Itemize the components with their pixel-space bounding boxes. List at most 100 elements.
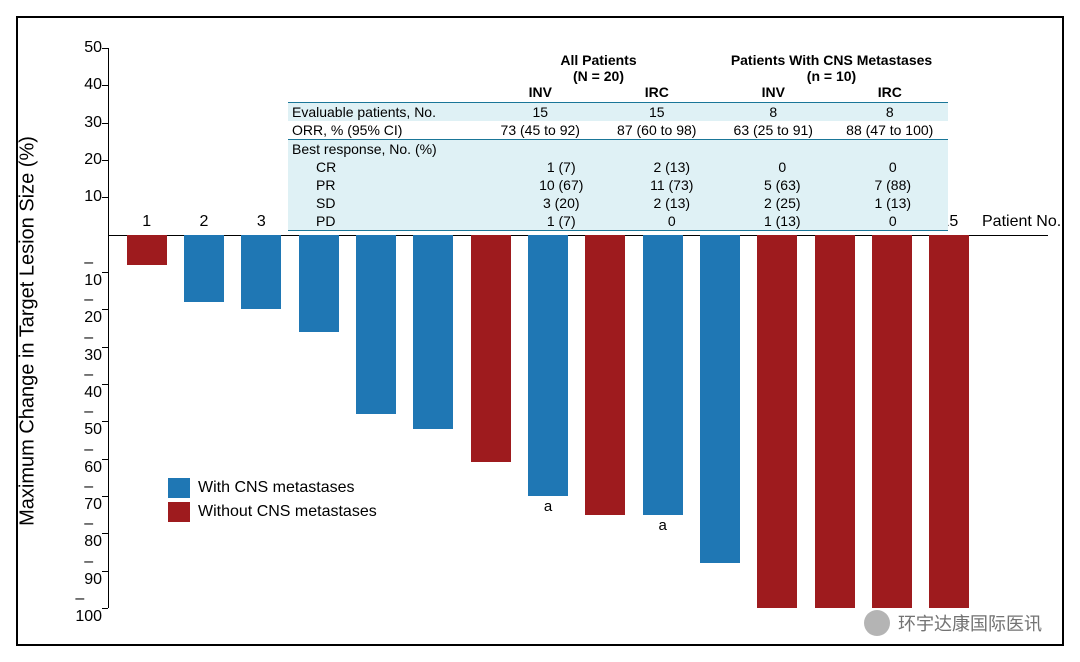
legend-item: With CNS metastases bbox=[168, 478, 377, 498]
table-header-group: All Patients(N = 20) bbox=[482, 52, 715, 84]
table-cell: 3 (20) bbox=[506, 195, 617, 211]
y-tick-mark bbox=[102, 197, 108, 198]
bar-annotation: a bbox=[658, 517, 666, 534]
bar bbox=[872, 235, 912, 608]
y-tick-label: 40 bbox=[84, 76, 102, 94]
y-tick-label: –50 bbox=[84, 403, 102, 439]
watermark-text: 环宇达康国际医讯 bbox=[898, 610, 1042, 636]
y-tick-mark bbox=[102, 347, 108, 348]
table-row: SD3 (20)2 (13)2 (25)1 (13) bbox=[288, 194, 948, 212]
table-row-label: PD bbox=[288, 213, 506, 229]
table-cell: 15 bbox=[482, 104, 599, 120]
patient-number: 3 bbox=[257, 213, 266, 231]
table-cell: 1 (7) bbox=[506, 213, 617, 229]
y-tick-mark bbox=[102, 608, 108, 609]
table-cell: 5 (63) bbox=[727, 177, 838, 193]
bar bbox=[643, 235, 683, 515]
y-tick-mark bbox=[102, 496, 108, 497]
table-cell: 0 bbox=[838, 159, 949, 175]
table-cell: 7 (88) bbox=[838, 177, 949, 193]
y-tick-label: –30 bbox=[84, 329, 102, 365]
y-tick-label: –80 bbox=[84, 515, 102, 551]
y-tick-mark bbox=[102, 421, 108, 422]
table-row: PR10 (67)11 (73)5 (63)7 (88) bbox=[288, 176, 948, 194]
bar bbox=[127, 235, 167, 265]
table-cell: 1 (13) bbox=[838, 195, 949, 211]
y-tick-label: 50 bbox=[84, 39, 102, 57]
bar bbox=[528, 235, 568, 496]
table-cell bbox=[599, 141, 716, 157]
y-tick-mark bbox=[102, 384, 108, 385]
bar bbox=[700, 235, 740, 564]
table-cell: 73 (45 to 92) bbox=[482, 122, 599, 138]
bar bbox=[413, 235, 453, 429]
table-cell: 2 (13) bbox=[617, 195, 728, 211]
table-divider bbox=[288, 230, 948, 231]
y-axis bbox=[108, 48, 109, 608]
bar-annotation: a bbox=[544, 498, 552, 515]
table-subheader: INV bbox=[715, 84, 832, 100]
table-cell: 11 (73) bbox=[617, 177, 728, 193]
table-row: CR1 (7)2 (13)00 bbox=[288, 158, 948, 176]
patient-number: 2 bbox=[200, 213, 209, 231]
y-tick-label: –70 bbox=[84, 478, 102, 514]
table-subheader-row: INVIRCINVIRC bbox=[288, 84, 948, 103]
table-cell: 8 bbox=[715, 104, 832, 120]
y-axis-label: Maximum Change in Target Lesion Size (%) bbox=[17, 136, 40, 526]
y-tick-mark bbox=[102, 571, 108, 572]
table-row-label: ORR, % (95% CI) bbox=[288, 122, 482, 138]
bar bbox=[184, 235, 224, 302]
table-cell: 8 bbox=[832, 104, 949, 120]
y-tick-mark bbox=[102, 123, 108, 124]
watermark-icon bbox=[864, 610, 890, 636]
bar bbox=[815, 235, 855, 608]
legend-label: With CNS metastases bbox=[198, 479, 354, 497]
y-tick-mark bbox=[102, 160, 108, 161]
table-row-label: Evaluable patients, No. bbox=[288, 104, 482, 120]
watermark: 环宇达康国际医讯 bbox=[864, 610, 1042, 636]
table-cell: 1 (13) bbox=[727, 213, 838, 229]
y-tick-label: 10 bbox=[84, 188, 102, 206]
table-row-label: PR bbox=[288, 177, 506, 193]
table-cell: 2 (13) bbox=[617, 159, 728, 175]
legend-label: Without CNS metastases bbox=[198, 503, 377, 521]
table-cell: 87 (60 to 98) bbox=[599, 122, 716, 138]
table-row: ORR, % (95% CI)73 (45 to 92)87 (60 to 98… bbox=[288, 121, 948, 139]
table-row-label: Best response, No. (%) bbox=[288, 141, 482, 157]
y-tick-label: 30 bbox=[84, 114, 102, 132]
y-tick-mark bbox=[102, 533, 108, 534]
summary-table: All Patients(N = 20)Patients With CNS Me… bbox=[288, 52, 948, 231]
legend-swatch bbox=[168, 502, 190, 522]
bar bbox=[356, 235, 396, 414]
legend-swatch bbox=[168, 478, 190, 498]
y-tick-label: –40 bbox=[84, 366, 102, 402]
table-row-label: CR bbox=[288, 159, 506, 175]
y-tick-label: –10 bbox=[84, 254, 102, 290]
legend-item: Without CNS metastases bbox=[168, 502, 377, 522]
y-tick-mark bbox=[102, 309, 108, 310]
table-cell bbox=[482, 141, 599, 157]
y-tick-mark bbox=[102, 48, 108, 49]
table-cell: 0 bbox=[617, 213, 728, 229]
bar bbox=[241, 235, 281, 310]
y-tick-label: –100 bbox=[75, 590, 102, 626]
table-cell: 1 (7) bbox=[506, 159, 617, 175]
table-cell: 10 (67) bbox=[506, 177, 617, 193]
y-tick-label: –90 bbox=[84, 553, 102, 589]
chart-frame: Maximum Change in Target Lesion Size (%)… bbox=[16, 16, 1064, 646]
y-tick-label: –20 bbox=[84, 291, 102, 327]
y-tick-mark bbox=[102, 85, 108, 86]
bar bbox=[299, 235, 339, 332]
y-tick-mark bbox=[102, 272, 108, 273]
y-tick-label: –60 bbox=[84, 441, 102, 477]
patient-no-label: Patient No. bbox=[982, 213, 1061, 231]
table-header-row: All Patients(N = 20)Patients With CNS Me… bbox=[288, 52, 948, 84]
patient-number: 1 bbox=[142, 213, 151, 231]
table-subheader: IRC bbox=[832, 84, 949, 100]
table-row: Evaluable patients, No.151588 bbox=[288, 103, 948, 121]
table-subheader: INV bbox=[482, 84, 599, 100]
table-header-group: Patients With CNS Metastases(n = 10) bbox=[715, 52, 948, 84]
table-cell: 88 (47 to 100) bbox=[832, 122, 949, 138]
table-cell: 0 bbox=[838, 213, 949, 229]
table-subheader: IRC bbox=[599, 84, 716, 100]
